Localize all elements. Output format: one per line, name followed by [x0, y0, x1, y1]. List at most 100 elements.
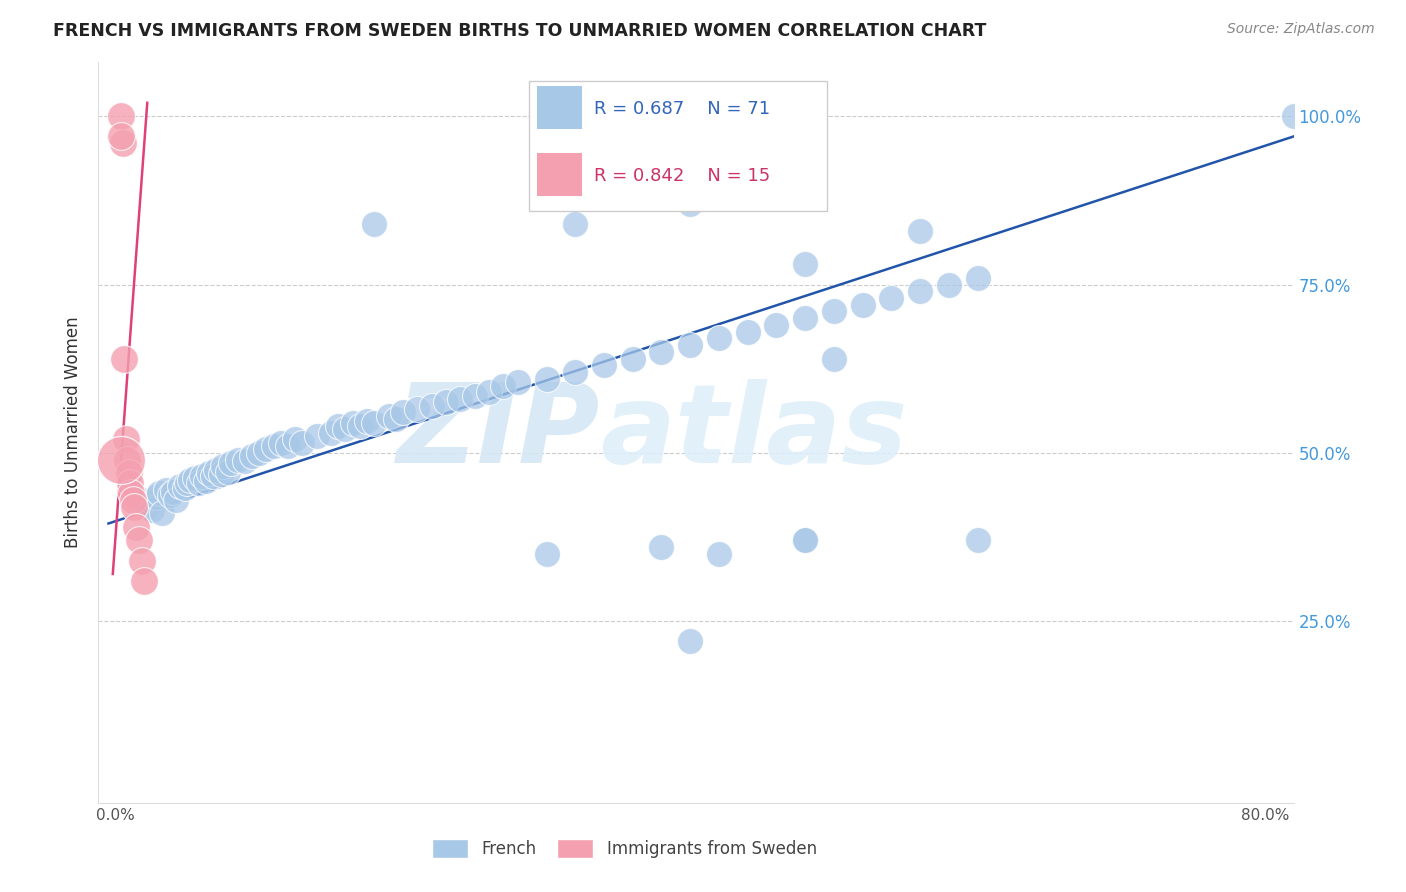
- Point: [536, 547, 558, 561]
- Point: [406, 402, 429, 417]
- Point: [363, 217, 385, 231]
- Point: [377, 409, 399, 423]
- Point: [823, 304, 845, 318]
- Point: [179, 473, 201, 487]
- Text: Source: ZipAtlas.com: Source: ZipAtlas.com: [1227, 22, 1375, 37]
- FancyBboxPatch shape: [529, 81, 827, 211]
- Point: [134, 574, 156, 588]
- Point: [209, 467, 232, 482]
- Text: atlas: atlas: [600, 379, 908, 486]
- Point: [449, 392, 471, 406]
- Point: [621, 351, 644, 366]
- Text: FRENCH VS IMMIGRANTS FROM SWEDEN BIRTHS TO UNMARRIED WOMEN CORRELATION CHART: FRENCH VS IMMIGRANTS FROM SWEDEN BIRTHS …: [53, 22, 987, 40]
- Point: [420, 399, 443, 413]
- Point: [165, 492, 187, 507]
- Point: [765, 318, 787, 332]
- Text: R = 0.842    N = 15: R = 0.842 N = 15: [595, 167, 770, 185]
- Point: [908, 224, 931, 238]
- Point: [176, 476, 198, 491]
- Point: [852, 298, 875, 312]
- Point: [136, 500, 159, 514]
- Point: [240, 449, 263, 463]
- Point: [256, 442, 278, 457]
- Point: [564, 217, 586, 231]
- Point: [169, 479, 191, 493]
- Point: [188, 476, 211, 491]
- Point: [938, 277, 960, 292]
- Point: [392, 405, 415, 419]
- Point: [212, 459, 235, 474]
- Point: [141, 503, 163, 517]
- Point: [593, 359, 616, 373]
- Point: [492, 378, 515, 392]
- Point: [131, 553, 153, 567]
- Point: [321, 425, 343, 440]
- Point: [794, 533, 817, 548]
- Point: [650, 540, 672, 554]
- Point: [128, 533, 150, 548]
- FancyBboxPatch shape: [537, 153, 582, 195]
- Point: [125, 520, 148, 534]
- Point: [284, 433, 307, 447]
- Point: [247, 446, 270, 460]
- Point: [110, 109, 132, 123]
- Point: [291, 435, 314, 450]
- Point: [823, 351, 845, 366]
- Point: [124, 500, 146, 514]
- Point: [111, 136, 134, 151]
- Point: [363, 416, 385, 430]
- Point: [434, 395, 457, 409]
- Point: [118, 476, 141, 491]
- Point: [650, 344, 672, 359]
- Point: [162, 484, 184, 499]
- Point: [679, 338, 702, 352]
- Point: [217, 465, 239, 479]
- Point: [707, 331, 730, 345]
- Point: [233, 454, 256, 468]
- Point: [464, 389, 486, 403]
- Point: [155, 483, 177, 497]
- Point: [679, 634, 702, 648]
- Point: [159, 487, 181, 501]
- Point: [966, 270, 988, 285]
- Point: [342, 416, 364, 430]
- Point: [794, 311, 817, 326]
- Point: [202, 469, 225, 483]
- Point: [148, 486, 170, 500]
- Point: [122, 492, 145, 507]
- Point: [195, 474, 218, 488]
- Point: [679, 196, 702, 211]
- Point: [191, 469, 214, 483]
- Y-axis label: Births to Unmarried Women: Births to Unmarried Women: [65, 317, 83, 549]
- Point: [131, 492, 153, 507]
- Point: [349, 418, 371, 433]
- Point: [536, 372, 558, 386]
- Legend: French, Immigrants from Sweden: French, Immigrants from Sweden: [425, 832, 824, 865]
- Point: [115, 452, 138, 467]
- Point: [114, 433, 136, 447]
- Point: [198, 466, 221, 480]
- Point: [263, 439, 285, 453]
- Point: [506, 375, 529, 389]
- Point: [110, 129, 132, 144]
- Point: [384, 412, 406, 426]
- Point: [270, 435, 292, 450]
- Point: [794, 533, 817, 548]
- Point: [737, 325, 759, 339]
- Point: [794, 257, 817, 271]
- Text: R = 0.687    N = 71: R = 0.687 N = 71: [595, 100, 770, 118]
- Point: [707, 547, 730, 561]
- Point: [356, 413, 378, 427]
- Point: [145, 490, 167, 504]
- Point: [305, 429, 328, 443]
- Point: [183, 471, 205, 485]
- Point: [205, 462, 228, 476]
- Point: [478, 385, 501, 400]
- Text: ZIP: ZIP: [396, 379, 600, 486]
- FancyBboxPatch shape: [537, 87, 582, 129]
- Point: [277, 439, 299, 453]
- Point: [117, 466, 139, 480]
- Point: [112, 351, 135, 366]
- Point: [966, 533, 988, 548]
- Point: [110, 452, 132, 467]
